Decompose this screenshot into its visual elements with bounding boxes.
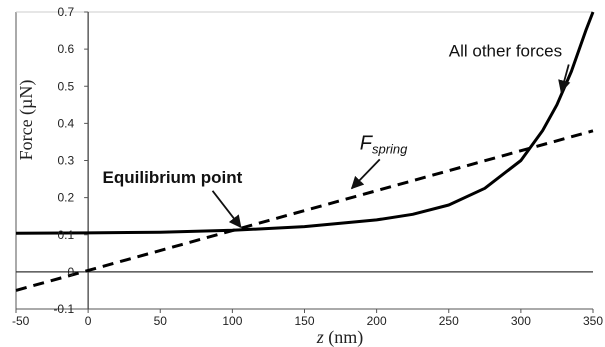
axes xyxy=(15,11,594,313)
annotation-label-other-forces: All other forces xyxy=(449,42,562,61)
annotation-arrow-spring xyxy=(350,158,381,190)
x-axis-variable: z xyxy=(316,327,324,347)
annotation-arrow-equilibrium xyxy=(211,190,242,229)
annotation-label-spring: Fspring xyxy=(360,132,408,156)
y-tick-label: 0.1 xyxy=(57,228,74,242)
y-tick-label: 0.6 xyxy=(57,42,74,56)
annotation-label-equilibrium: Equilibrium point xyxy=(103,168,243,187)
x-axis-unit: (nm) xyxy=(324,327,364,347)
y-tick-label: 0.5 xyxy=(57,79,74,93)
x-tick-label: 250 xyxy=(439,314,459,328)
y-tick-label: 0 xyxy=(67,265,74,279)
annotation-label-spring-main: F xyxy=(360,132,374,154)
y-axis-label: Force (µN) xyxy=(16,80,37,161)
x-tick-label: 300 xyxy=(511,314,531,328)
x-tick-label: 200 xyxy=(367,314,387,328)
x-tick-label: 0 xyxy=(85,314,92,328)
annotations: All other forces Fspring Equilibrium point xyxy=(103,42,571,229)
x-tick-label: 350 xyxy=(583,314,603,328)
annotation-arrow-other-forces xyxy=(558,64,571,94)
annotation-label-spring-subscript: spring xyxy=(372,141,408,156)
x-tick-label: 100 xyxy=(222,314,242,328)
x-tick-label: 50 xyxy=(154,314,168,328)
tick-labels: -50 0 50 100 150 200 250 300 350 -0.1 0 0.1 0.2 0.3 0.… xyxy=(12,5,603,328)
x-axis-label: z (nm) xyxy=(316,327,364,347)
x-tick-label: 150 xyxy=(294,314,314,328)
y-tick-label: 0.4 xyxy=(57,116,74,130)
x-tick-label: -50 xyxy=(12,314,30,328)
series-line-spring xyxy=(15,129,594,292)
y-tick-label: 0.7 xyxy=(57,5,74,19)
y-tick-label: -0.1 xyxy=(53,302,74,316)
y-tick-label: 0.2 xyxy=(57,191,74,205)
y-tick-label: 0.3 xyxy=(57,154,74,168)
